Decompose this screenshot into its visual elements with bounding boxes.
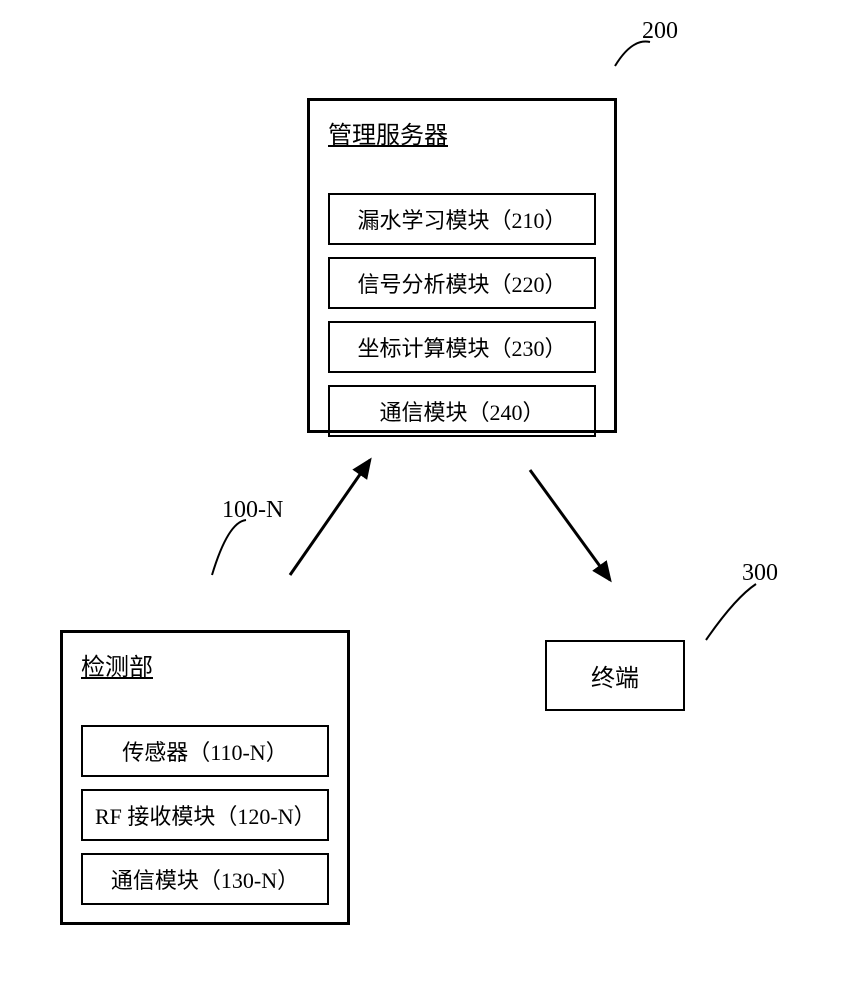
detector-module-communication: 通信模块（130-N） — [81, 853, 329, 905]
detector-module-sensor: 传感器（110-N） — [81, 725, 329, 777]
management-server-block: 管理服务器 漏水学习模块（210） 信号分析模块（220） 坐标计算模块（230… — [307, 98, 617, 433]
detector-title: 检测部 — [63, 633, 347, 690]
ref-detector: 100-N — [222, 497, 283, 524]
ref-terminal: 300 — [742, 560, 778, 587]
ref-server: 200 — [642, 18, 678, 45]
server-module-communication: 通信模块（240） — [328, 385, 596, 437]
detector-block: 检测部 传感器（110-N） RF 接收模块（120-N） 通信模块（130-N… — [60, 630, 350, 925]
server-module-leak-learning: 漏水学习模块（210） — [328, 193, 596, 245]
detector-module-rf-receive: RF 接收模块（120-N） — [81, 789, 329, 841]
server-module-coordinate-calc: 坐标计算模块（230） — [328, 321, 596, 373]
server-title: 管理服务器 — [310, 101, 614, 158]
terminal-block: 终端 — [545, 640, 685, 711]
server-module-signal-analysis: 信号分析模块（220） — [328, 257, 596, 309]
